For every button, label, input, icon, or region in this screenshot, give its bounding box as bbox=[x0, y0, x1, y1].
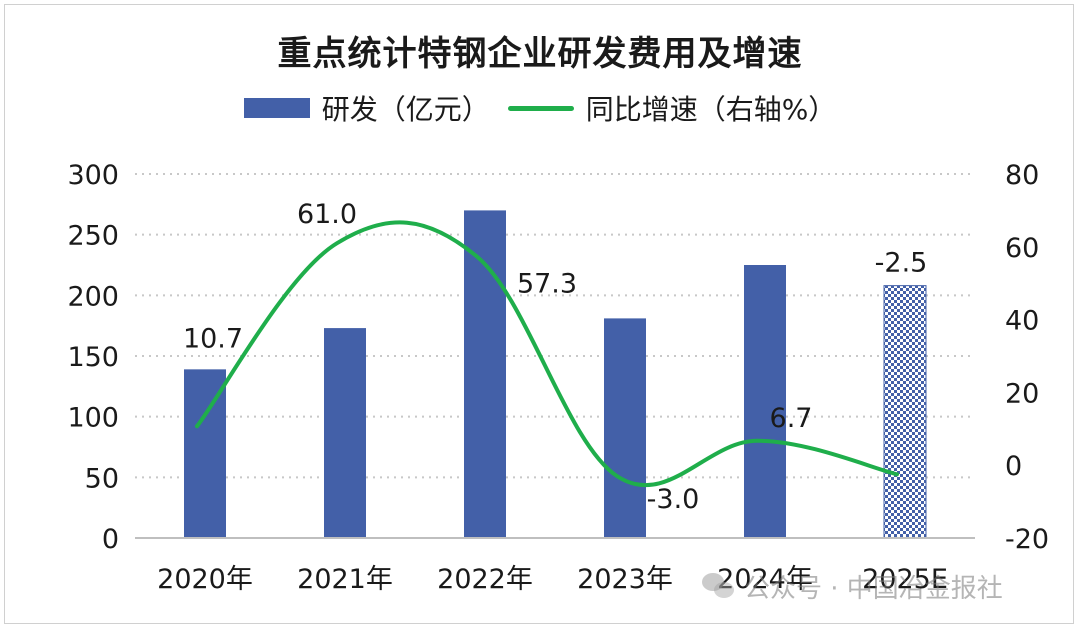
line-data-label: -2.5 bbox=[875, 248, 928, 279]
x-tick-label: 2023年 bbox=[577, 564, 673, 595]
y-right-tick-label: -20 bbox=[1005, 524, 1049, 555]
y-left-tick-label: 150 bbox=[67, 342, 119, 373]
bar bbox=[744, 265, 786, 538]
axes: 0 50 100 150 200 250 300 -20 0 20 40 60 80 2020年 2021年… bbox=[67, 160, 1049, 595]
bar bbox=[883, 285, 927, 539]
watermark-text: 公众号 · 中国冶金报社 bbox=[744, 574, 1003, 604]
y-left-tick-label: 50 bbox=[85, 463, 119, 494]
y-left-tick-label: 250 bbox=[67, 221, 119, 252]
legend-bar-label: 研发（亿元） bbox=[321, 93, 490, 126]
chart-title: 重点统计特钢企业研发费用及增速 bbox=[277, 34, 803, 74]
bar-series bbox=[184, 210, 927, 539]
y-left-tick-label: 300 bbox=[67, 160, 119, 191]
y-left-tick-label: 200 bbox=[67, 281, 119, 312]
y-right-tick-label: 20 bbox=[1005, 378, 1039, 409]
x-tick-label: 2024年 bbox=[717, 564, 813, 595]
legend-line-swatch bbox=[507, 105, 574, 111]
x-tick-label: 2025E bbox=[862, 564, 948, 595]
y-right-tick-label: 60 bbox=[1005, 233, 1039, 264]
line-data-label: -3.0 bbox=[647, 484, 700, 515]
watermark: 公众号 · 中国冶金报社 bbox=[702, 568, 1003, 605]
legend-bar-swatch bbox=[243, 98, 310, 118]
bar bbox=[464, 210, 506, 538]
line-data-label: 61.0 bbox=[297, 199, 357, 230]
line-data-label: 10.7 bbox=[183, 323, 243, 354]
legend-line-label: 同比增速（右轴%） bbox=[585, 93, 837, 126]
bar bbox=[604, 318, 646, 538]
y-left-tick-label: 0 bbox=[102, 524, 119, 555]
y-right-tick-label: 40 bbox=[1005, 306, 1039, 337]
x-tick-label: 2022年 bbox=[437, 564, 533, 595]
y-left-tick-label: 100 bbox=[67, 403, 119, 434]
legend-item-bar: 研发（亿元） bbox=[243, 88, 490, 128]
grid-lines bbox=[135, 173, 975, 479]
line-data-label: 6.7 bbox=[770, 403, 813, 434]
wechat-icon bbox=[702, 572, 736, 601]
y-right-tick-label: 0 bbox=[1005, 451, 1022, 482]
growth-line bbox=[195, 220, 899, 488]
chart-legend: 研发（亿元） 同比增速（右轴%） bbox=[0, 88, 1080, 128]
line-data-label: 57.3 bbox=[517, 269, 577, 300]
x-tick-label: 2020年 bbox=[157, 564, 253, 595]
x-tick-label: 2021年 bbox=[297, 564, 393, 595]
y-right-tick-label: 80 bbox=[1005, 160, 1039, 191]
data-labels: 10.7 61.0 57.3 -3.0 6.7 -2.5 bbox=[183, 199, 927, 515]
bar bbox=[184, 369, 226, 538]
line-series bbox=[195, 220, 899, 488]
legend-item-line: 同比增速（右轴%） bbox=[507, 88, 837, 128]
bar bbox=[324, 328, 366, 538]
